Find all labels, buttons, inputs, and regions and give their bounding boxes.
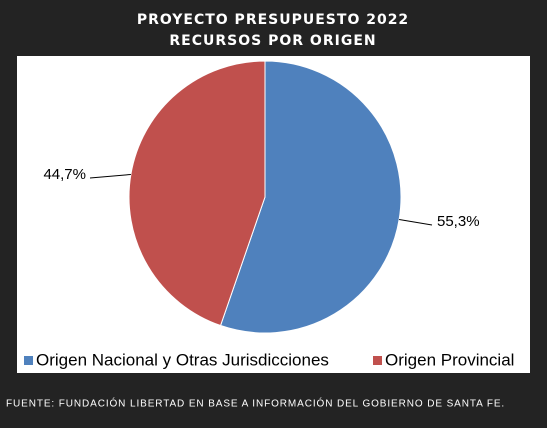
legend-label: Origen Nacional y Otras Jurisdicciones	[36, 350, 329, 369]
legend-swatch	[24, 356, 33, 365]
legend-label: Origen Provincial	[385, 350, 514, 369]
source-note: FUENTE: FUNDACIÓN LIBERTAD EN BASE A INF…	[6, 397, 505, 410]
data-label: 55,3%	[437, 213, 480, 230]
leader-line	[89, 173, 131, 179]
pie-slice	[219, 60, 402, 334]
chart-subtitle: RECURSOS POR ORIGEN	[169, 33, 376, 49]
leader-line	[399, 219, 433, 226]
legend-swatch	[373, 356, 382, 365]
data-label: 44,7%	[43, 166, 86, 183]
chart-title: PROYECTO PRESUPUESTO 2022	[137, 12, 409, 28]
